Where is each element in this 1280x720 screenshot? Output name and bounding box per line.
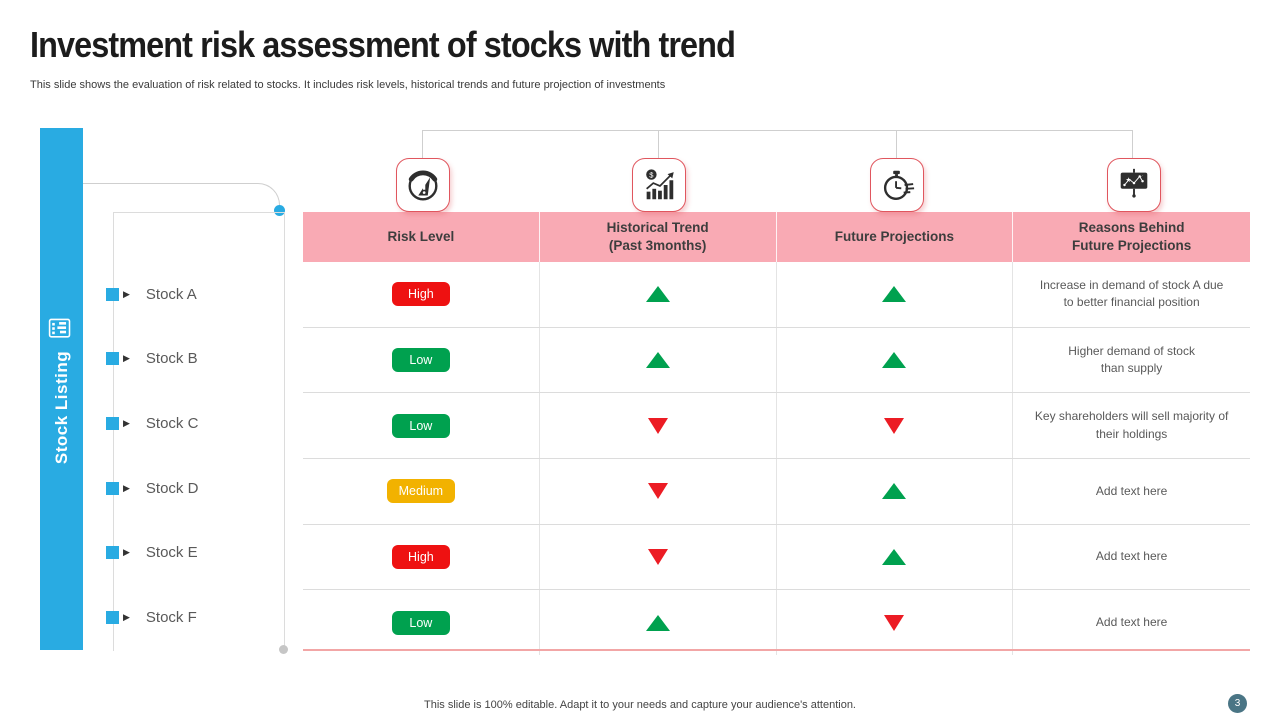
column-header-reasons: Reasons Behind Future Projections [1071, 219, 1192, 253]
stock-list-item: ▶ Stock B [96, 327, 296, 392]
arrow-right-icon: ▶ [123, 418, 130, 429]
bullet-square-icon [106, 417, 119, 431]
risk-badge: Low [391, 347, 450, 372]
trend-down-icon [884, 614, 905, 631]
arrow-right-icon: ▶ [123, 547, 130, 558]
banner-connector-line [83, 183, 280, 211]
bullet-square-icon [106, 352, 119, 366]
stock-label: Stock D [145, 479, 199, 497]
table-row: Low Add text here [303, 590, 1250, 655]
trend-down-icon [647, 483, 668, 500]
reason-cell: Higher demand of stock than supply [1068, 343, 1195, 375]
table-body: High Increase in demand of stock A due to… [303, 262, 1250, 655]
stock-label: Stock B [145, 350, 198, 368]
footer-note: This slide is 100% editable. Adapt it to… [424, 699, 856, 711]
stock-label: Stock A [145, 285, 197, 303]
connector-dot [274, 205, 285, 216]
svg-text:★: ★ [1125, 176, 1131, 184]
reason-cell: Key shareholders will sell majority of t… [1034, 409, 1229, 441]
table-row: Medium Add text here [303, 458, 1250, 525]
risk-level-cell: Low [303, 327, 540, 393]
future-projection-cell [777, 590, 1014, 655]
stopwatch-icon [870, 158, 924, 212]
page-subtitle: This slide shows the evaluation of risk … [30, 79, 666, 91]
historical-trend-cell [540, 327, 777, 393]
svg-text:.·: .· [1141, 173, 1144, 178]
risk-level-cell: High [303, 262, 540, 327]
bullet-square-icon [106, 481, 119, 495]
stock-listing-banner: Stock Listing [40, 128, 83, 650]
risk-badge: Medium [386, 479, 456, 504]
reason-cell: Add text here [1095, 549, 1168, 564]
stock-list-item: ▶ Stock C [96, 391, 296, 456]
bullet-square-icon [106, 287, 119, 301]
stock-list-item: ▶ Stock D [96, 456, 296, 521]
risk-badge: High [391, 282, 450, 307]
table-bottom-accent-line [303, 649, 1250, 651]
panel-end-dot [279, 645, 288, 654]
stock-label: Stock E [145, 544, 198, 562]
risk-level-cell: High [303, 524, 540, 590]
risk-level-cell: Medium [303, 458, 540, 524]
gauge-icon [396, 158, 450, 212]
risk-badge: High [391, 544, 450, 569]
risk-badge: Low [391, 610, 450, 635]
trend-up-icon [882, 286, 907, 303]
column-header-historical-trend: Historical Trend (Past 3months) [540, 212, 777, 262]
trend-down-icon [884, 417, 905, 434]
risk-level-cell: Low [303, 590, 540, 655]
bullet-square-icon [106, 546, 119, 560]
trend-up-icon [882, 351, 907, 368]
historical-trend-cell [540, 393, 777, 458]
future-projection-cell [777, 393, 1014, 458]
table-row: Low Key shareholders will sell majority o… [303, 393, 1250, 459]
trend-up-icon [645, 286, 670, 303]
reason-cell: Increase in demand of stock A due to bet… [1039, 277, 1224, 310]
future-projection-cell [777, 458, 1014, 524]
table-row: High Increase in demand of stock A due to… [303, 262, 1250, 328]
presentation-chart-icon: ★ .· [1107, 158, 1161, 212]
bullet-square-icon [106, 611, 119, 625]
stock-label: Stock C [145, 415, 199, 433]
stock-list-item: ▶ Stock E [96, 521, 296, 586]
table-row: Low Higher demand of stock than supply [303, 327, 1250, 394]
column-connector-line [422, 130, 1133, 161]
stock-listing-label: Stock Listing [51, 350, 71, 464]
reason-cell: Add text here [1095, 614, 1168, 629]
future-projection-cell [777, 327, 1014, 393]
future-projection-cell [777, 262, 1014, 327]
page-number-badge: 3 [1228, 694, 1247, 713]
historical-trend-cell [540, 524, 777, 590]
stock-list: ▶ Stock A ▶ Stock B ▶ Stock C ▶ Stock D ▶ Stock E… [96, 262, 296, 650]
trend-down-icon [647, 417, 668, 434]
stock-label: Stock F [145, 609, 197, 627]
historical-trend-cell [540, 262, 777, 327]
risk-level-cell: Low [303, 393, 540, 458]
historical-trend-cell [540, 458, 777, 524]
column-header-risk-level: Risk Level [303, 212, 540, 262]
trend-down-icon [647, 548, 668, 565]
svg-text:$: $ [649, 170, 654, 179]
clipboard-chart-icon [46, 314, 77, 340]
trend-up-icon [645, 351, 670, 368]
risk-badge: Low [391, 413, 450, 438]
table-header: Risk Level Historical Trend (Past 3month… [303, 212, 1250, 262]
arrow-right-icon: ▶ [123, 482, 130, 493]
historical-trend-cell [540, 590, 777, 655]
arrow-right-icon: ▶ [123, 288, 130, 299]
bar-chart-dollar-icon: $ [632, 158, 686, 212]
stock-list-item: ▶ Stock A [96, 262, 296, 327]
column-header-future-projections: Future Projections [777, 212, 1014, 262]
arrow-right-icon: ▶ [123, 612, 130, 623]
trend-up-icon [645, 614, 670, 631]
stock-list-item: ▶ Stock F [96, 585, 296, 650]
arrow-right-icon: ▶ [123, 353, 130, 364]
table-row: High Add text here [303, 524, 1250, 591]
reason-cell: Add text here [1095, 483, 1168, 498]
trend-up-icon [882, 483, 907, 500]
future-projection-cell [777, 524, 1014, 590]
trend-up-icon [882, 548, 907, 565]
page-title: Investment risk assessment of stocks wit… [30, 24, 736, 65]
